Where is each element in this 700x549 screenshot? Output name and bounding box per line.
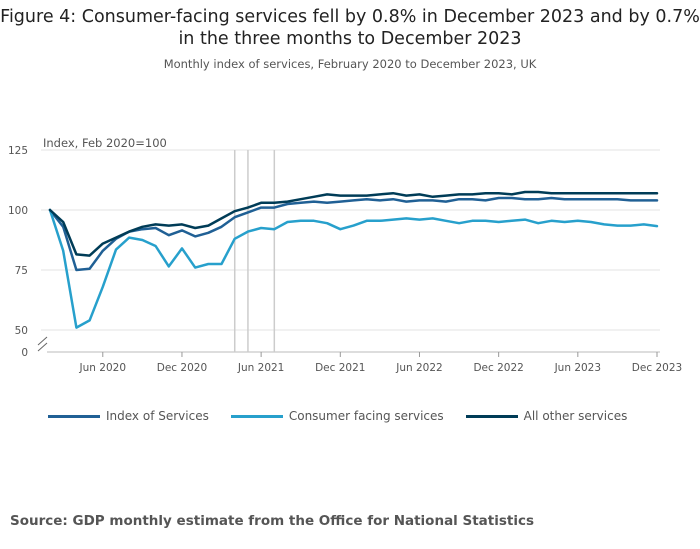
axis-break-mark-lower xyxy=(37,342,48,352)
x-tick-label-2: Dec 2020 xyxy=(157,362,207,374)
x-tick-label-7: Jun 2023 xyxy=(554,362,601,374)
y-tick-label-0: 0 xyxy=(21,347,28,359)
legend-swatch-index-of-services xyxy=(48,414,100,418)
y-tick-label-125: 125 xyxy=(8,145,28,157)
chart-subtitle: Monthly index of services, February 2020… xyxy=(163,57,537,71)
legend-label-all-other-services: All other services xyxy=(523,409,628,423)
x-tick-label-5: Jun 2022 xyxy=(395,362,442,374)
chart-title: Figure 4: Consumer-facing services fell … xyxy=(0,7,700,49)
y-axis-label: Index, Feb 2020=100 xyxy=(43,136,167,150)
legend-item-all-other-services[interactable]: All other services xyxy=(465,409,628,423)
x-tick-label-1: Jun 2020 xyxy=(79,362,126,374)
x-tick-label-8: Dec 2023 xyxy=(632,362,682,374)
legend-swatch-all-other-services xyxy=(465,414,518,418)
series-line-index-of-services xyxy=(48,196,659,272)
legend-item-index-of-services[interactable]: Index of Services xyxy=(48,409,209,423)
source-note: Source: GDP monthly estimate from the Of… xyxy=(10,513,535,529)
x-tick-label-4: Dec 2021 xyxy=(315,362,365,374)
axis-break-mark-upper xyxy=(37,336,48,346)
legend-label-index-of-services: Index of Services xyxy=(106,409,209,423)
line-chart: Index, Feb 2020=100 0 50 75 100 125 Jun 2020 De… xyxy=(8,136,682,374)
legend-swatch-consumer-facing xyxy=(230,414,283,418)
chart-legend: Index of Services Consumer facing servic… xyxy=(48,409,649,423)
legend-label-consumer-facing: Consumer facing services xyxy=(288,409,444,423)
x-tick-label-3: Jun 2021 xyxy=(237,362,284,374)
y-tick-label-50: 50 xyxy=(15,325,28,337)
x-tick-label-6: Dec 2022 xyxy=(473,362,523,374)
y-tick-label-75: 75 xyxy=(15,265,28,277)
y-tick-label-100: 100 xyxy=(8,205,28,217)
series-line-all-other-services xyxy=(48,190,659,257)
legend-item-consumer-facing[interactable]: Consumer facing services xyxy=(230,409,444,423)
series-line-consumer-facing xyxy=(48,208,659,329)
